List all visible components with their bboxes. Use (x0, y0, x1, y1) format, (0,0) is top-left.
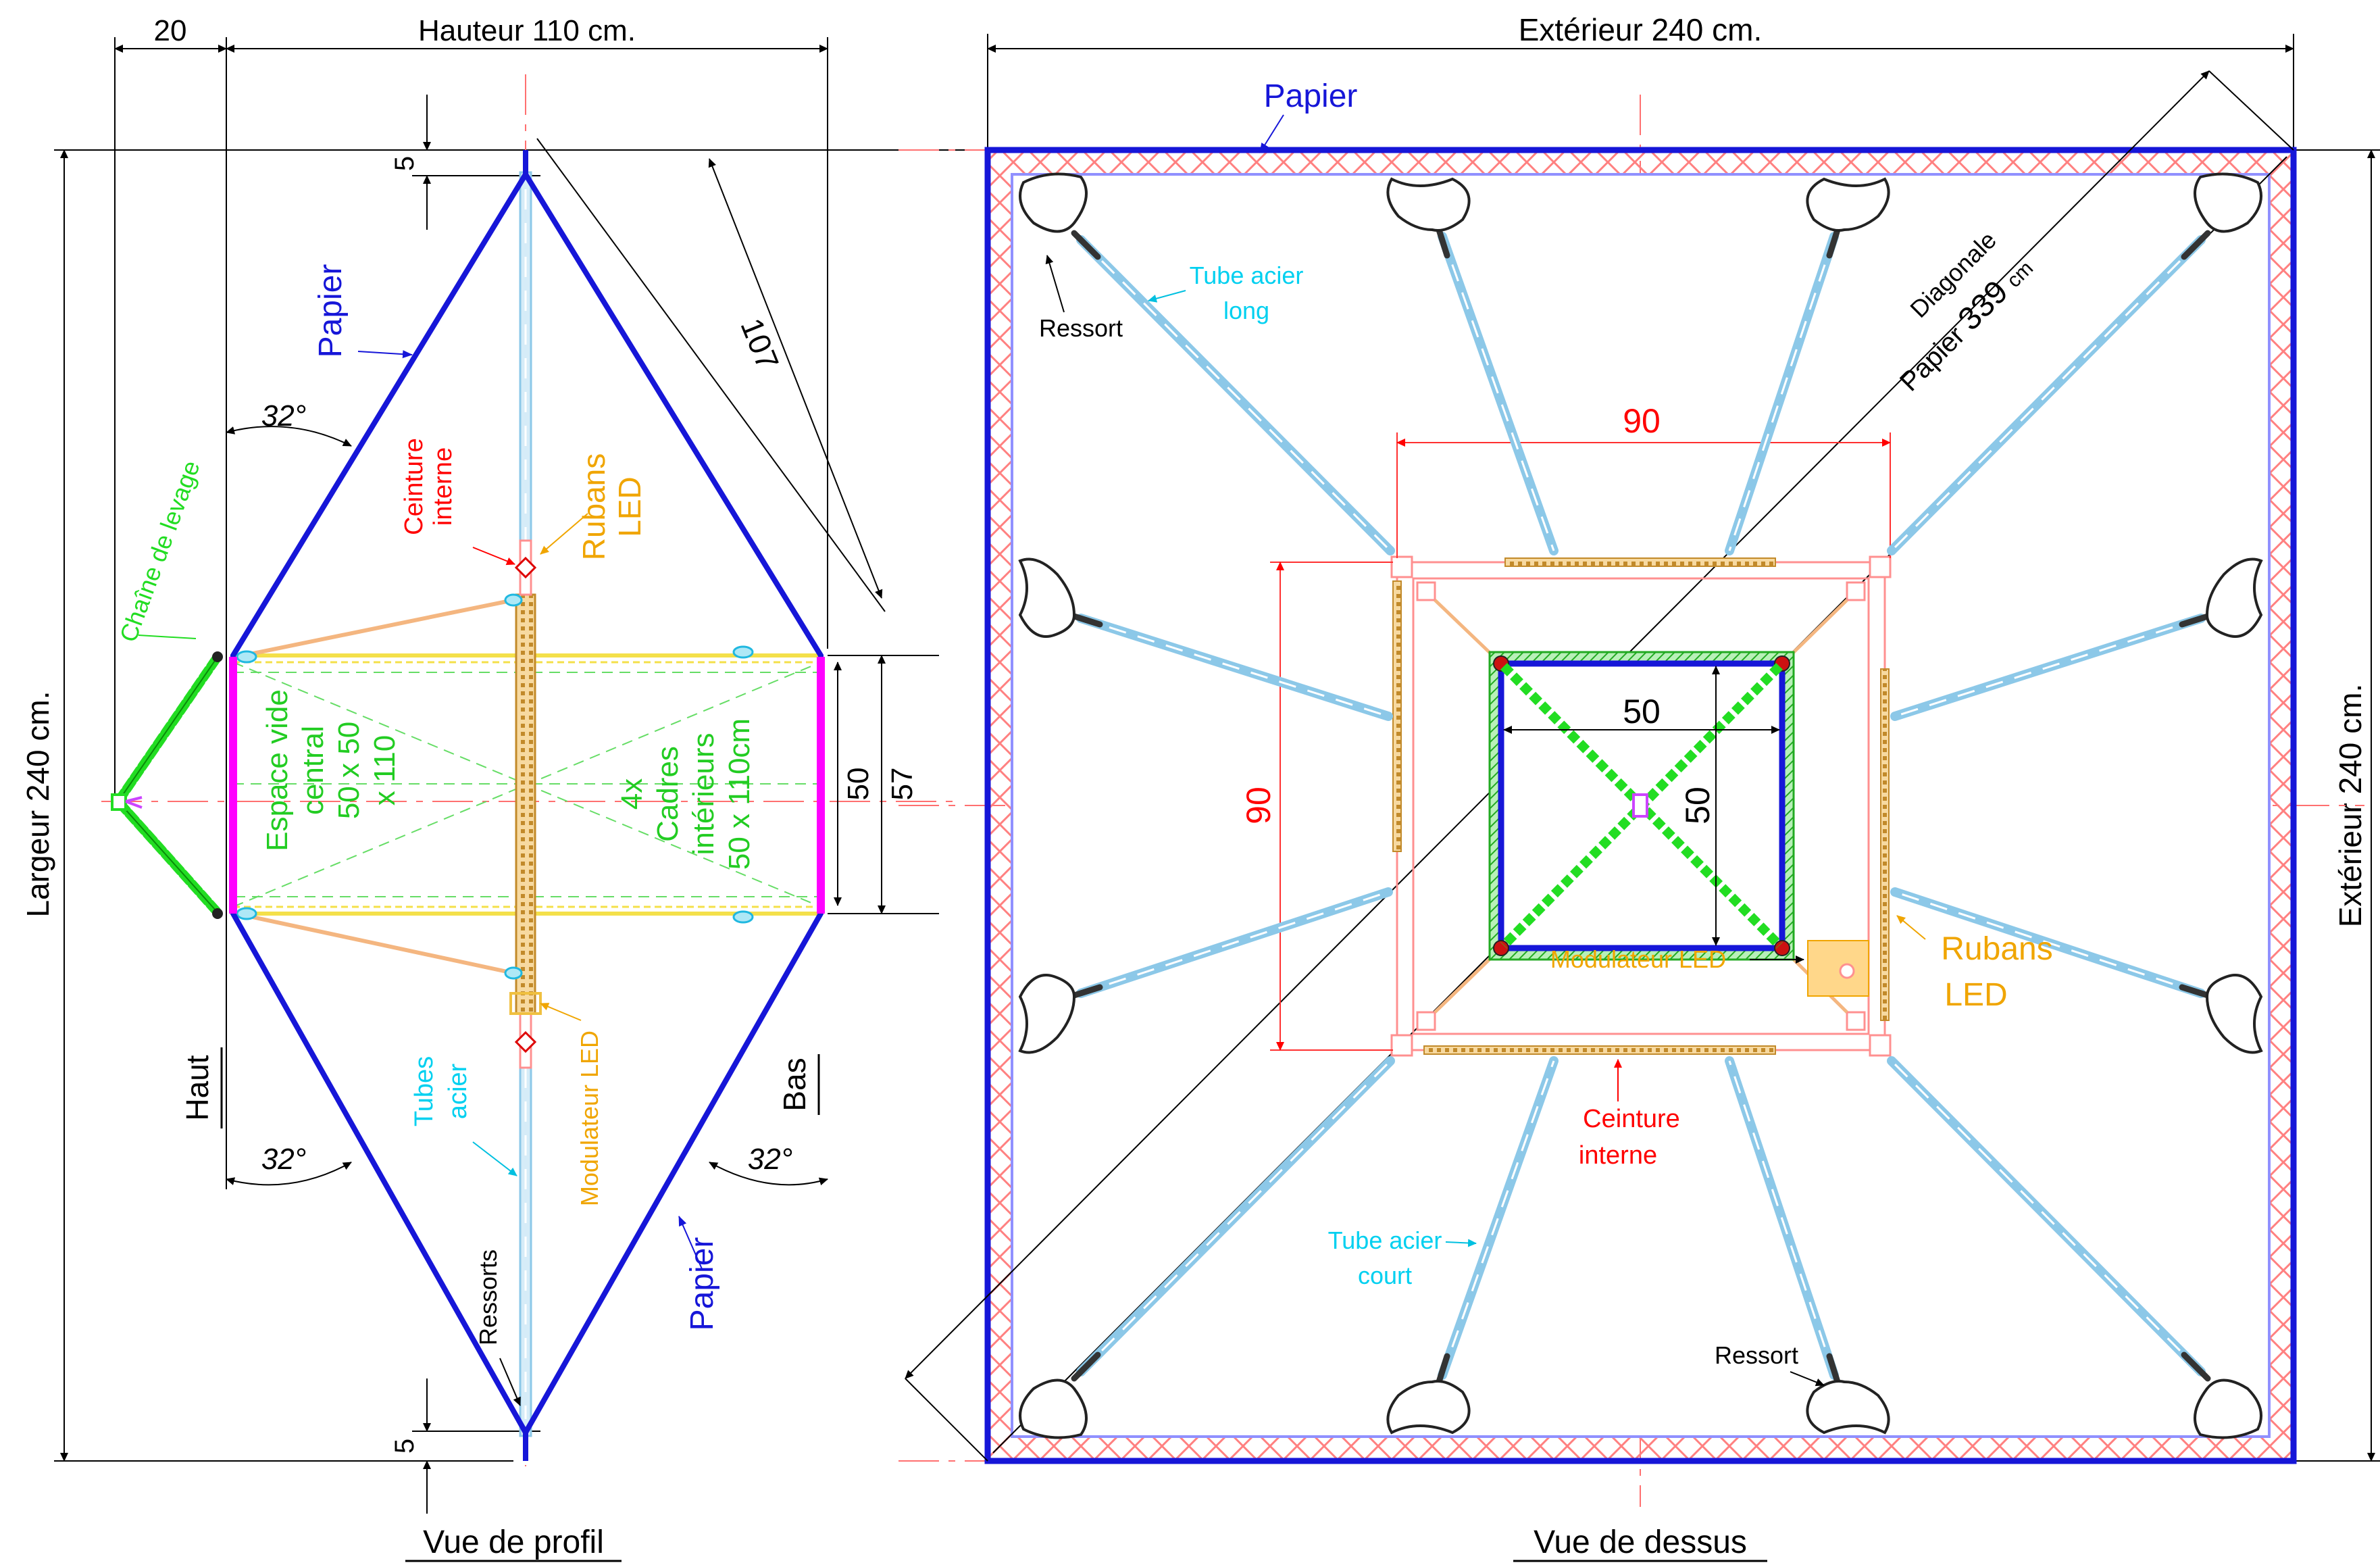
side-angle-arcs (226, 426, 828, 1186)
dim-57-label: 57 (886, 768, 919, 801)
ressorts-leader (499, 1358, 521, 1406)
papier-bottom-leader (678, 1216, 703, 1271)
label-papier-top-view: Papier (1264, 78, 1358, 114)
label-tube-long-2: long (1223, 297, 1269, 324)
label-bas: Bas (777, 1058, 812, 1111)
label-espace-2: central (297, 726, 330, 815)
dim-width-label: Largeur 240 cm. (20, 691, 55, 918)
top-springs (1071, 226, 2211, 1385)
side-rings (236, 593, 754, 980)
label-ressort-bottom: Ressort (1715, 1341, 1798, 1369)
label-cadres-1: 4x (615, 778, 649, 810)
label-ressorts: Ressorts (474, 1249, 502, 1345)
label-cadres-4: 50 x 110cm (723, 718, 756, 870)
label-ceinture-top-1: Ceinture (1583, 1105, 1680, 1133)
label-papier-top: Papier (313, 264, 349, 358)
angle-bottom-left-label: 32° (261, 1143, 307, 1176)
label-cadres-3: intérieurs (687, 733, 720, 855)
label-espace-4: x 110 (368, 735, 401, 805)
dim-90-h-label: 90 (1623, 402, 1661, 440)
dim-50-label: 50 (842, 768, 875, 801)
papier-top-leader (357, 350, 413, 359)
tube-court-leader (1445, 1239, 1477, 1247)
chain-leader (138, 635, 197, 639)
led-strips-top (1392, 557, 1890, 1055)
label-rubans-1: Rubans (576, 453, 611, 561)
dim-107-line (708, 158, 883, 599)
side-view: 20 Hauteur 110 cm. Largeur 240 cm. 5 5 1… (20, 14, 980, 1562)
modulateur-side-leader (540, 1003, 582, 1021)
rubans-top-leader (1896, 915, 1926, 940)
dim-exterior-top-label: Extérieur 240 cm. (1519, 12, 1762, 47)
lifting-chain (111, 651, 223, 919)
label-tubes-1: Tubes (410, 1056, 438, 1126)
ressort-top-leader (1045, 255, 1065, 313)
anchor-plates (1018, 172, 2263, 1439)
dim-90-lines (1270, 432, 1891, 1051)
dim-50-h-label: 50 (1623, 693, 1661, 730)
dim-90-v-label: 90 (1240, 787, 1277, 824)
label-ceinture-1: Ceinture (400, 438, 428, 535)
angle-top-label: 32° (261, 399, 307, 432)
angle-bottom-right-label: 32° (748, 1143, 793, 1176)
label-modulateur-side: Modulateur LED (576, 1030, 603, 1206)
caption-profil: Vue de profil (423, 1524, 604, 1560)
label-ressort-top: Ressort (1039, 314, 1123, 342)
label-tube-court-1: Tube acier (1328, 1226, 1442, 1254)
tubes-side-leader (472, 1141, 517, 1176)
modulateur-knob (1839, 963, 1855, 979)
label-rubans-2: LED (612, 476, 647, 537)
papier-top-view-leader (1259, 114, 1284, 153)
modulateur-box (1807, 940, 1869, 997)
diag-ext-a (905, 1378, 988, 1462)
top-view: Extérieur 240 cm. Extérieur 240 cm. Diag… (898, 12, 2380, 1562)
tube-long-leader (1148, 290, 1186, 303)
label-ceinture-top-2: interne (1579, 1141, 1657, 1170)
ceinture-leader (472, 547, 515, 566)
side-tie-cables (236, 598, 514, 975)
label-papier-bottom: Papier (684, 1237, 720, 1331)
dim-50-v-label: 50 (1679, 787, 1717, 824)
label-chaine: Chaîne de levage (114, 457, 205, 645)
label-rubans-top-2: LED (1944, 977, 2007, 1013)
dim-107-label: 107 (734, 314, 786, 375)
inner-chain-x (1500, 663, 1783, 949)
ressort-bottom-leader (1790, 1371, 1825, 1387)
label-haut: Haut (180, 1055, 215, 1120)
label-modulateur-top: Modulateur LED (1550, 945, 1726, 973)
side-led-belt (509, 539, 542, 1069)
caption-dessus: Vue de dessus (1534, 1524, 1747, 1560)
top-steel-tube-highlights (1080, 236, 2202, 1376)
dim-20-label: 20 (154, 14, 187, 47)
label-espace-1: Espace vide (261, 689, 294, 851)
label-espace-3: 50 x 50 (332, 722, 365, 819)
rubans-leader (540, 513, 588, 555)
label-tubes-2: acier (444, 1063, 472, 1119)
label-tube-court-2: court (1358, 1262, 1412, 1289)
diag-ext-b (2208, 70, 2294, 151)
dim-height-label: Hauteur 110 cm. (418, 14, 636, 47)
label-ceinture-2: interne (429, 447, 457, 526)
label-tube-long-1: Tube acier (1190, 262, 1304, 289)
frame-brackets (1416, 581, 1866, 1031)
dim-5-top-label: 5 (390, 156, 420, 171)
dim-5-bottom-label: 5 (390, 1439, 420, 1454)
label-rubans-top-1: Rubans (1941, 931, 2052, 967)
label-cadres-2: Cadres (651, 746, 684, 842)
